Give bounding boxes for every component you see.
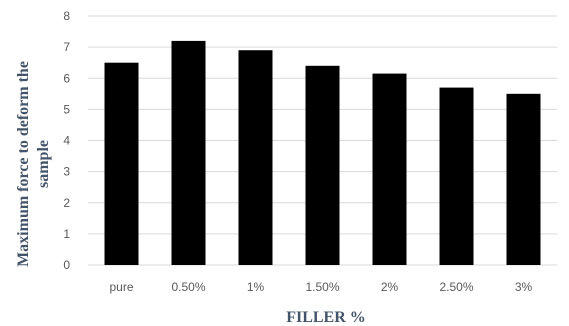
bar-2.50% — [439, 87, 474, 266]
y-tick-labels: 0 1 2 3 4 5 6 7 8 — [63, 9, 70, 272]
x-tick-label: 1.50% — [305, 280, 339, 294]
bar-pure — [104, 62, 139, 265]
y-axis-title-line-1: Maximum force to deform the — [15, 61, 32, 267]
y-tick-label: 1 — [63, 227, 70, 241]
y-tick-label: 8 — [63, 9, 70, 23]
y-tick-label: 5 — [63, 102, 70, 116]
y-tick-label: 0 — [63, 258, 70, 272]
x-tick-labels: pure 0.50% 1% 1.50% 2% 2.50% 3% — [109, 280, 532, 294]
bar-1% — [238, 50, 273, 265]
bar-2% — [372, 73, 407, 265]
bar-3% — [506, 93, 541, 265]
bar-0.50% — [171, 40, 206, 266]
y-tick-label: 2 — [63, 196, 70, 210]
y-tick-label: 7 — [63, 40, 70, 54]
y-tick-label: 6 — [63, 71, 70, 85]
x-tick-label: 2% — [381, 280, 399, 294]
y-tick-label: 4 — [63, 134, 70, 148]
x-tick-label: 2.50% — [439, 280, 473, 294]
y-tick-label: 3 — [63, 165, 70, 179]
bar-1.50% — [305, 65, 340, 265]
x-tick-label: 1% — [247, 280, 265, 294]
x-tick-label: 0.50% — [171, 280, 205, 294]
x-axis-title: FILLER % — [286, 309, 366, 326]
bars — [104, 40, 541, 266]
x-tick-label: pure — [109, 280, 133, 294]
x-tick-label: 3% — [515, 280, 533, 294]
y-axis-title-line-2: sample — [35, 140, 52, 188]
y-axis-title: Maximum force to deform the sample — [15, 61, 52, 267]
